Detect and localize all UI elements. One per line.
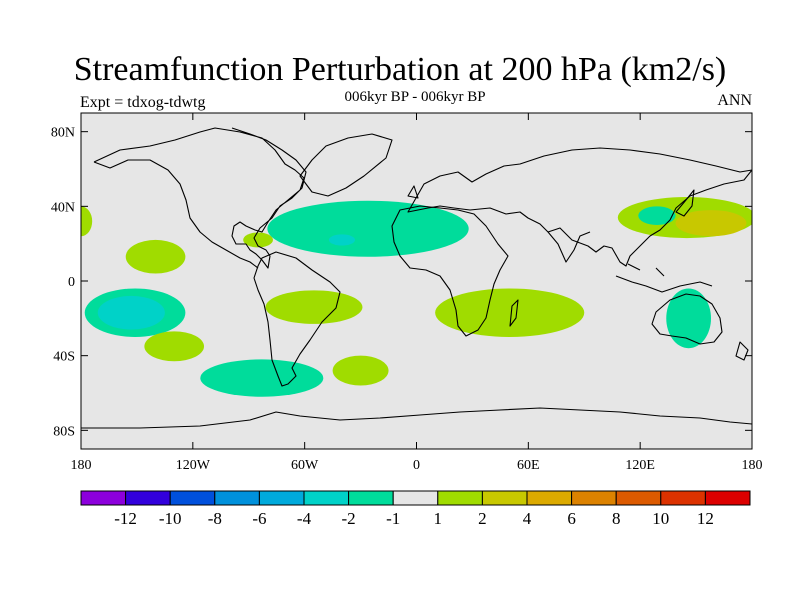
lat-tick-label: 80N (51, 126, 75, 141)
colorbar-label: 8 (612, 509, 621, 528)
colorbar-label: 4 (523, 509, 532, 528)
colorbar-label: 10 (652, 509, 669, 528)
colorbar-label: -12 (114, 509, 137, 528)
colorbar-box (526, 490, 573, 506)
lon-tick-label: 180 (71, 458, 92, 473)
colorbar-box (214, 490, 260, 506)
coastline-alaska (93, 159, 259, 269)
coastline-japan (675, 189, 695, 217)
colorbar-box (348, 490, 394, 506)
season-label: ANN (717, 92, 752, 109)
experiment-label: Expt = tdxog-tdwtg (80, 94, 206, 111)
coastline-greenland (299, 133, 393, 197)
colorbar-label: -2 (342, 509, 356, 528)
anomaly-region-north-atlantic-africa-inner (328, 234, 355, 246)
anomaly-region-tropical-pacific-north (125, 239, 186, 274)
colorbar-label: -10 (159, 509, 182, 528)
lat-tick-label: 80S (53, 424, 75, 439)
coastline-australia (651, 293, 723, 345)
lat-tick-label: 40N (51, 200, 75, 215)
anomaly-region-southern-ocean-america (200, 359, 324, 397)
lat-tick-label: 40S (53, 350, 75, 365)
axis-ticks: 80N 40N 0 40S 80S 180 120W 60W 0 60E 120E 180 (51, 113, 763, 473)
colorbar-label: -1 (386, 509, 400, 528)
anomaly-region-south-america (265, 290, 363, 324)
colorbar: -12 -10 -8 -6 -4 -2 -1 1 2 4 6 8 10 12 (80, 490, 751, 528)
colorbar-label: -4 (297, 509, 312, 528)
coastline-north-america (93, 127, 307, 269)
coastline-india (547, 231, 591, 263)
colorbar-box (125, 490, 171, 506)
coastlines (81, 127, 752, 429)
colorbar-box (704, 490, 751, 506)
colorbar-label: 2 (478, 509, 487, 528)
lon-tick-label: 0 (413, 458, 420, 473)
colorbar-box (571, 490, 617, 506)
lon-tick-label: 60W (291, 458, 319, 473)
coastline-south-america (253, 251, 341, 387)
anomaly-region-south-indian-ocean (435, 288, 585, 337)
colorbar-box (80, 490, 127, 506)
anomaly-region-south-atlantic (332, 355, 389, 386)
anomaly-region-north-pacific-east (81, 206, 93, 237)
map-background (81, 113, 752, 449)
coastline-antarctica (81, 407, 752, 429)
anomaly-region-north-pacific-west-inner (675, 210, 747, 237)
anomaly-regions (81, 197, 752, 397)
colorbar-box (615, 490, 662, 506)
colorbar-box (660, 490, 706, 506)
colorbar-box (392, 490, 439, 506)
plot-title: Streamfunction Perturbation at 200 hPa (… (73, 51, 727, 88)
anomaly-region-south-pacific-west-inner (97, 295, 165, 330)
colorbar-label: -6 (252, 509, 266, 528)
anomaly-region-north-atlantic-africa-outer (267, 200, 469, 257)
colorbar-box (169, 490, 216, 506)
colorbar-label: 6 (567, 509, 576, 528)
colorbar-box (303, 490, 350, 506)
coastline-uk (407, 185, 419, 199)
anomaly-region-south-pacific-east (144, 331, 205, 362)
coastline-madagascar (509, 299, 519, 327)
coastline-africa (391, 205, 509, 337)
coastline-indonesia (615, 263, 713, 293)
colorbar-box (481, 490, 528, 506)
lat-tick-label: 0 (68, 275, 75, 290)
coastline-europe-asia (407, 147, 752, 267)
coastline-new-zealand (735, 341, 749, 361)
lon-tick-label: 60E (517, 458, 540, 473)
colorbar-label: -8 (208, 509, 222, 528)
colorbar-box (258, 490, 305, 506)
colorbar-label: 12 (697, 509, 714, 528)
lon-tick-label: 120E (625, 458, 655, 473)
lon-tick-label: 180 (742, 458, 763, 473)
anomaly-region-japan-negative (638, 206, 676, 226)
plot-subtitle: 006kyr BP - 006kyr BP (344, 89, 486, 105)
lon-tick-label: 120W (176, 458, 211, 473)
colorbar-box (437, 490, 483, 506)
anomaly-region-central-america (243, 232, 273, 248)
anomaly-region-australia (666, 288, 711, 349)
colorbar-label: 1 (434, 509, 443, 528)
